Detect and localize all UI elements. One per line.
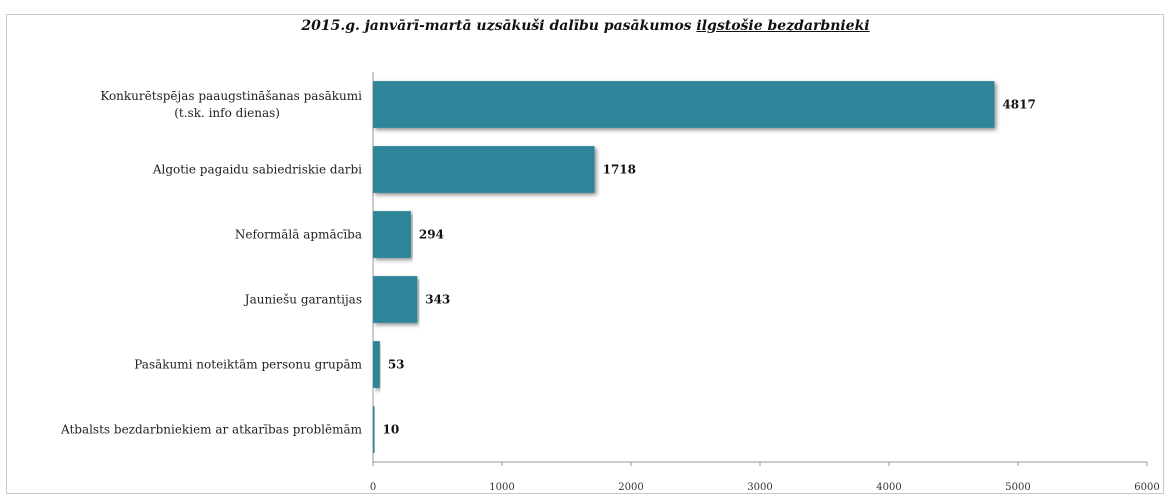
bar	[373, 81, 995, 128]
chart-title-underlined: ilgstošie bezdarbnieki	[696, 18, 870, 34]
chart-title: 2015.g. janvārī-martā uzsākuši dalību pa…	[0, 18, 1171, 34]
x-tick-label: 4000	[876, 482, 901, 493]
bar	[373, 211, 411, 258]
category-label: Pasākumi noteiktām personu grupām	[134, 358, 362, 372]
labels-group: 4817 Konkurētspējas paaugstināšanas pasāk…	[60, 89, 1036, 437]
data-label: 10	[383, 423, 400, 437]
bar	[373, 406, 375, 453]
x-tick-label: 2000	[618, 482, 643, 493]
data-label: 4817	[1002, 98, 1035, 112]
category-label: Jauniešu garantijas	[243, 293, 362, 307]
axes: 0 1000 2000 3000 4000 5000 6000	[370, 72, 1160, 493]
x-tick-label: 0	[370, 482, 376, 493]
category-label: Algotie pagaidu sabiedriskie darbi	[152, 163, 362, 177]
x-tick-label: 6000	[1134, 482, 1159, 493]
bar	[373, 276, 418, 323]
chart-title-main: 2015.g. janvārī-martā uzsākuši dalību pa…	[301, 18, 697, 34]
x-tick-label: 3000	[747, 482, 772, 493]
data-label: 53	[388, 358, 405, 372]
category-label: Neformālā apmācība	[235, 228, 362, 242]
data-label: 294	[419, 228, 444, 242]
x-tick-label: 5000	[1005, 482, 1030, 493]
bars-group	[373, 81, 995, 453]
category-label: Atbalsts bezdarbniekiem ar atkarības pro…	[60, 423, 363, 437]
data-label: 1718	[603, 163, 636, 177]
x-tick-label: 1000	[489, 482, 514, 493]
bar	[373, 341, 380, 388]
bar	[373, 146, 595, 193]
data-label: 343	[425, 293, 450, 307]
category-label: Konkurētspējas paaugstināšanas pasākumi(…	[100, 89, 362, 120]
